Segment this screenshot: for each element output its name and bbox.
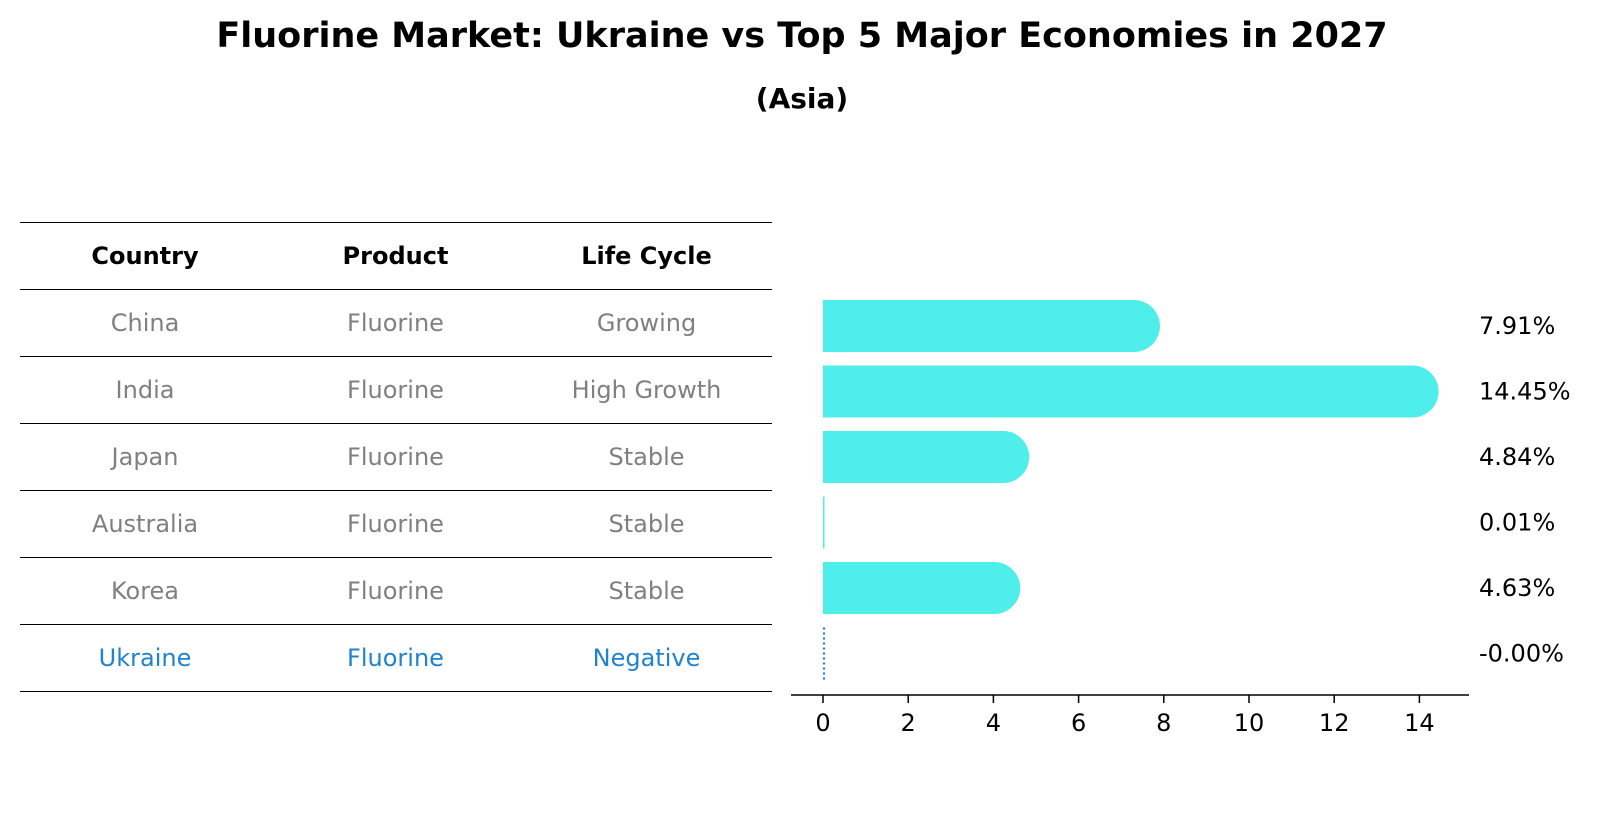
table-header-row: Country Product Life Cycle [20,222,772,290]
country-cell: China [20,289,270,357]
life-cycle-cell: Stable [521,557,772,625]
bar-korea [823,562,1021,614]
product-cell: Fluorine [270,557,521,625]
life-cycle-cell: High Growth [521,356,772,424]
chart-title: Fluorine Market: Ukraine vs Top 5 Major … [216,16,1388,56]
x-tick-label-10: 10 [1234,709,1265,737]
bar-japan [823,431,1030,483]
life-cycle-cell: Stable [521,423,772,491]
country-cell: India [20,356,270,424]
bar-china-base [823,300,849,352]
country-cell: Japan [20,423,270,491]
bar-australia [823,496,825,549]
column-header-product: Product [270,222,521,290]
market-table: Country Product Life Cycle China Fluorin… [20,222,772,692]
table-row: Australia Fluorine Stable [20,490,772,558]
life-cycle-cell: Negative [521,624,772,692]
x-tick-label-12: 12 [1319,709,1350,737]
life-cycle-cell: Stable [521,490,772,558]
column-header-life-cycle: Life Cycle [521,222,772,290]
bar-china [823,300,1160,352]
product-cell: Fluorine [270,490,521,558]
chart-subtitle: (Asia) [755,82,849,115]
bar-korea-base [823,562,849,614]
table-row-highlighted: Ukraine Fluorine Negative [20,624,772,692]
x-tick-label-2: 2 [901,709,916,737]
value-label-china: 7.91% [1479,312,1555,340]
x-tick-label-0: 0 [815,709,830,737]
value-label-ukraine: -0.00% [1479,640,1564,668]
value-label-korea: 4.63% [1479,574,1555,602]
x-tick-label-14: 14 [1404,709,1435,737]
value-label-india: 14.45% [1479,378,1571,406]
table-row: Korea Fluorine Stable [20,557,772,625]
country-cell: Korea [20,557,270,625]
value-label-japan: 4.84% [1479,443,1555,471]
bar-india [823,365,1439,418]
product-cell: Fluorine [270,423,521,491]
product-cell: Fluorine [270,356,521,424]
life-cycle-cell: Growing [521,289,772,357]
country-cell: Australia [20,490,270,558]
bar-japan-base [823,431,849,483]
bar-india-base [823,365,849,418]
table-row: China Fluorine Growing [20,289,772,357]
x-tick-label-6: 6 [1071,709,1086,737]
table-row: India Fluorine High Growth [20,356,772,424]
column-header-country: Country [20,222,270,290]
product-cell: Fluorine [270,624,521,692]
x-tick-label-4: 4 [986,709,1001,737]
value-label-australia: 0.01% [1479,509,1555,537]
table-row: Japan Fluorine Stable [20,423,772,491]
x-tick-label-8: 8 [1156,709,1171,737]
country-cell: Ukraine [20,624,270,692]
product-cell: Fluorine [270,289,521,357]
